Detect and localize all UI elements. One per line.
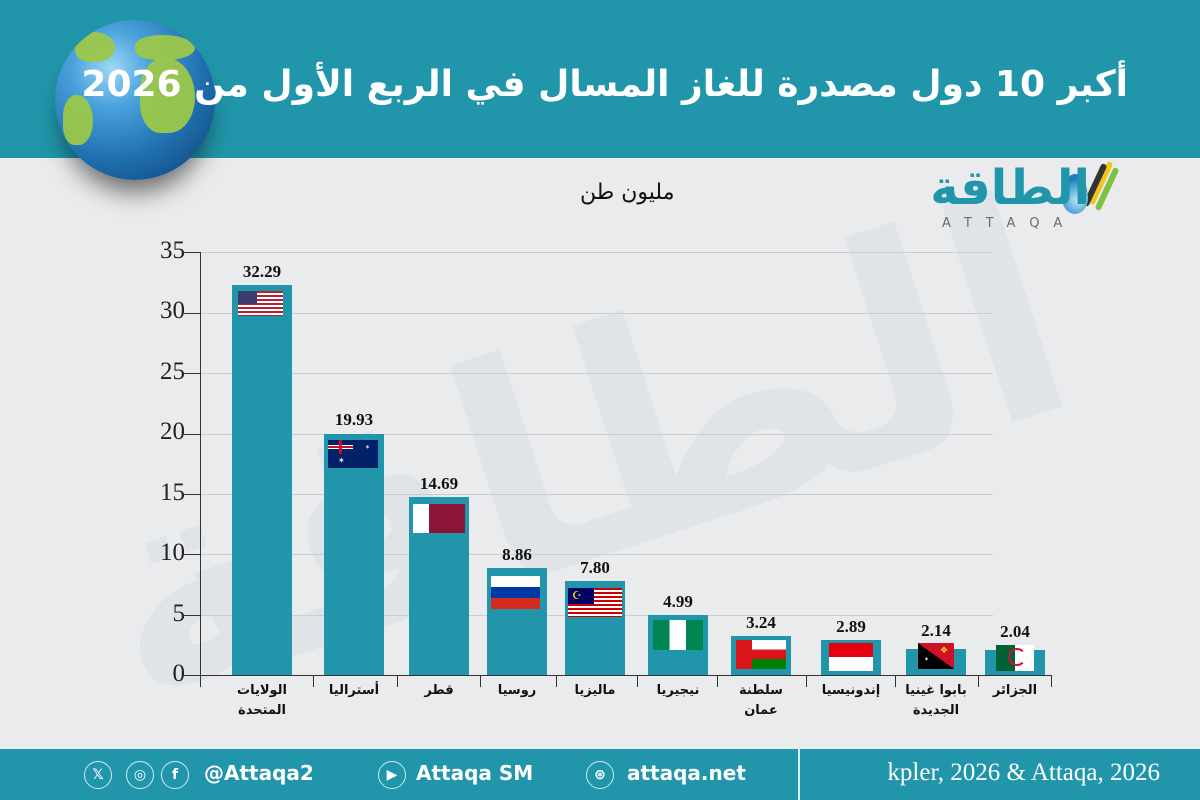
bar-algeria[interactable] <box>985 645 1045 675</box>
x-tick <box>313 675 314 687</box>
category-label: قطر <box>424 683 454 698</box>
y-tick-label: 30 <box>160 297 185 324</box>
y-tick <box>184 615 200 616</box>
flag-dz-icon <box>996 645 1034 671</box>
bar-oman[interactable] <box>731 636 791 675</box>
y-tick <box>184 313 200 314</box>
x-tick <box>978 675 979 687</box>
flag-id-icon <box>829 643 873 671</box>
y-tick-label: 35 <box>160 237 185 264</box>
value-label: 19.93 <box>334 410 374 429</box>
category-label: الجزائر <box>992 683 1038 698</box>
bar-indonesia[interactable] <box>821 640 881 675</box>
category-label: روسيا <box>497 683 537 698</box>
flag-ng-icon <box>653 620 703 650</box>
gridline <box>200 252 993 253</box>
y-axis <box>200 252 201 675</box>
x-tick <box>895 675 896 687</box>
y-tick <box>184 675 200 676</box>
bar-malaysia[interactable]: ☪ <box>565 581 625 675</box>
europe-shape <box>135 35 195 60</box>
flag-my-icon: ☪ <box>568 588 622 617</box>
facebook-icon[interactable]: f <box>161 761 189 789</box>
logo-english: ATTAQA <box>942 216 1077 231</box>
value-label: 7.80 <box>580 558 610 577</box>
category-label: ماليزيا <box>574 683 616 698</box>
gridline <box>200 373 993 374</box>
x-tick <box>480 675 481 687</box>
flag-ru-icon <box>491 576 540 609</box>
water-drop-icon <box>1062 174 1088 214</box>
y-tick-label: 5 <box>172 600 186 627</box>
bar-russia[interactable] <box>487 568 547 675</box>
source-credit: kpler, 2026 & Attaqa, 2026 <box>887 759 1160 786</box>
flag-au-icon: ✶ ✶ <box>328 440 378 468</box>
x-tick <box>397 675 398 687</box>
greenland-shape <box>75 32 115 62</box>
y-tick <box>184 554 200 555</box>
flag-qa-icon <box>413 504 465 533</box>
instagram-icon[interactable]: ◎ <box>126 761 154 789</box>
flag-us-icon <box>238 291 283 316</box>
bar-papua-new-guinea[interactable]: ❖ ✶ <box>906 643 966 675</box>
x-tick <box>556 675 557 687</box>
globe-illustration <box>55 20 215 180</box>
y-tick-label: 15 <box>160 479 185 506</box>
value-label: 14.69 <box>419 474 459 493</box>
y-tick-label: 10 <box>160 539 185 566</box>
gridline <box>200 313 993 314</box>
x-twitter-icon[interactable]: 𝕏 <box>84 761 112 789</box>
unit-label: مليون طن <box>580 180 675 205</box>
bar-qatar[interactable] <box>409 497 469 675</box>
y-tick <box>184 373 200 374</box>
south-america-shape <box>63 95 93 145</box>
x-tick <box>806 675 807 687</box>
value-label: 2.89 <box>836 617 866 636</box>
header-banner: أكبر 10 دول مصدرة للغاز المسال في الربع … <box>0 0 1200 180</box>
gridline <box>200 494 993 495</box>
category-label: إندونيسيا <box>821 683 881 698</box>
value-label: 8.86 <box>502 545 532 564</box>
bar-usa[interactable] <box>232 285 292 675</box>
category-label: الولايات المتحدة <box>237 683 287 718</box>
y-tick-label: 25 <box>160 358 185 385</box>
category-label: أستراليا <box>328 683 380 698</box>
flag-pg-icon: ❖ ✶ <box>918 643 954 669</box>
value-label: 2.14 <box>921 621 951 640</box>
logo-arabic: الطاقة <box>930 160 1090 216</box>
africa-shape <box>140 58 195 133</box>
website-link[interactable]: attaqa.net <box>627 761 746 785</box>
brand-logo: الطاقة ATTAQA <box>920 160 1140 240</box>
page-title: أكبر 10 دول مصدرة للغاز المسال في الربع … <box>81 64 1128 105</box>
y-tick-label: 0 <box>172 660 186 687</box>
bar-australia[interactable]: ✶ ✶ <box>324 434 384 675</box>
value-label: 32.29 <box>242 262 282 281</box>
category-label: بابوا غينيا الجديدة <box>905 683 967 718</box>
x-tick <box>717 675 718 687</box>
youtube-channel[interactable]: Attaqa SM <box>416 761 534 785</box>
youtube-icon[interactable]: ▶ <box>378 761 406 789</box>
y-tick-label: 20 <box>160 418 185 445</box>
value-label: 3.24 <box>746 613 776 632</box>
x-tick <box>200 675 201 687</box>
y-tick <box>184 434 200 435</box>
value-label: 4.99 <box>663 592 693 611</box>
x-tick <box>1051 675 1052 687</box>
x-axis <box>200 675 1052 676</box>
category-label: نيجيريا <box>656 683 700 698</box>
footer-bar: 𝕏 ◎ f @Attaqa2 ▶ Attaqa SM ⊛ attaqa.net … <box>0 749 1200 800</box>
value-label: 2.04 <box>1000 622 1030 641</box>
gridline <box>200 554 993 555</box>
web-icon[interactable]: ⊛ <box>586 761 614 789</box>
x-tick <box>637 675 638 687</box>
category-label: سلطنة عمان <box>739 683 783 718</box>
y-tick <box>184 494 200 495</box>
y-tick <box>184 252 200 253</box>
flag-om-icon <box>736 640 786 669</box>
gridline <box>200 434 993 435</box>
bar-nigeria[interactable] <box>648 615 708 675</box>
footer-divider <box>798 749 800 800</box>
social-handle[interactable]: @Attaqa2 <box>204 761 314 785</box>
